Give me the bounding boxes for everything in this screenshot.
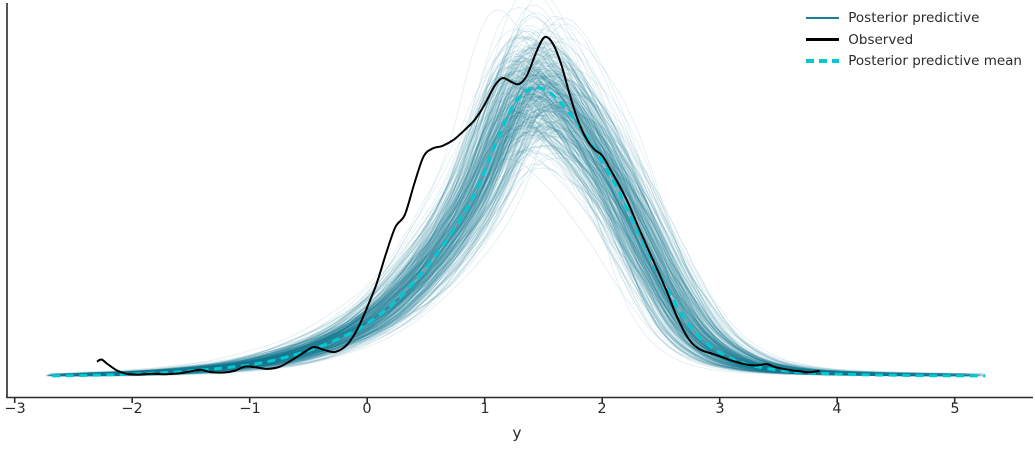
legend-item-posterior-predictive: Posterior predictive [806,9,1022,27]
x-tick-label: 2 [597,401,607,417]
legend-item-observed: Observed [806,31,1022,49]
legend-label: Posterior predictive [848,10,980,26]
legend-label: Posterior predictive mean [848,53,1022,69]
x-tick-label: −2 [121,401,143,417]
observed-line-swatch [806,38,840,41]
legend: Posterior predictive Observed Posterior … [806,9,1022,74]
x-axis-label: y [512,424,522,442]
x-tick-label: −3 [4,401,26,417]
x-tick-label: −1 [239,401,261,417]
posterior-predictive-line-swatch [806,16,840,20]
legend-item-posterior-predictive-mean: Posterior predictive mean [806,52,1022,70]
x-tick-label: 1 [480,401,490,417]
x-tick-label: 0 [362,401,372,417]
x-axis [6,3,1033,403]
x-tick-label: 3 [715,401,725,417]
legend-label: Observed [848,31,914,48]
posterior-predictive-mean-line [52,86,986,378]
posterior-predictive-mean-line-swatch [806,59,840,63]
x-tick-label: 5 [950,401,960,417]
x-tick-label: 4 [832,401,842,417]
observed-line [96,35,820,376]
